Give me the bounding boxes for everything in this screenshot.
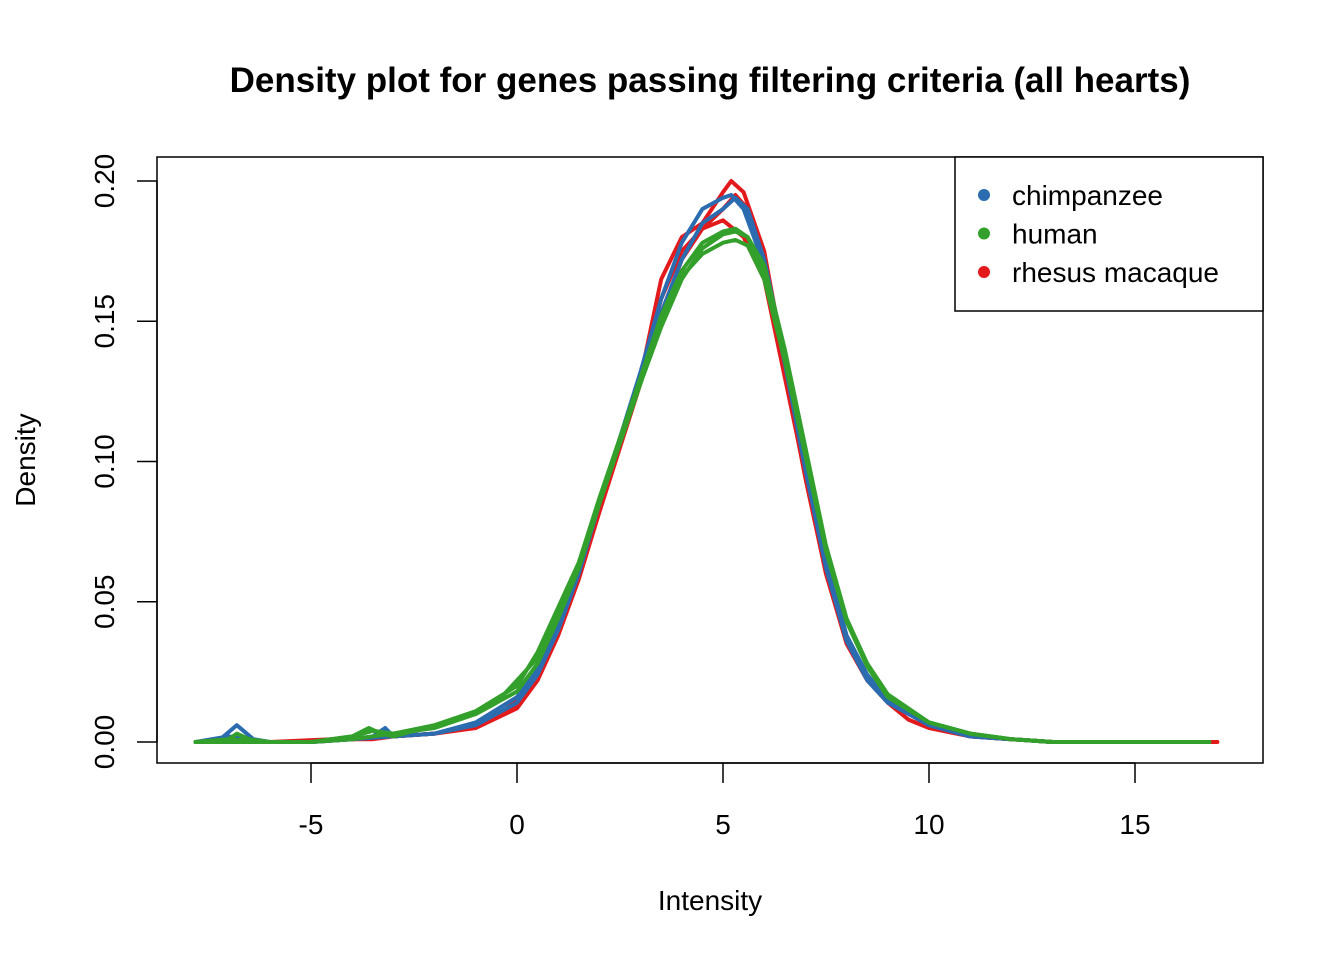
density-line-chimpanzee-4 xyxy=(193,195,1212,744)
density-line-human-7 xyxy=(193,237,1212,744)
y-tick-label: 0.20 xyxy=(89,154,120,209)
y-tick-label: 0.10 xyxy=(89,434,120,489)
legend-box xyxy=(954,156,1264,312)
y-tick-label: 0.05 xyxy=(89,575,120,630)
y-tick-label: 0.15 xyxy=(89,294,120,349)
chart-title: Density plot for genes passing filtering… xyxy=(230,61,1191,100)
x-axis-label: Intensity xyxy=(658,885,762,916)
x-tick-label: -5 xyxy=(299,809,324,840)
legend-label-rhesus-macaque: rhesus macaque xyxy=(1012,257,1219,288)
legend-marker-rhesus-macaque xyxy=(978,266,990,278)
legend-label-chimpanzee: chimpanzee xyxy=(1012,180,1163,211)
legend: chimpanzee human rhesus macaque xyxy=(954,156,1264,312)
x-tick-label: 5 xyxy=(715,809,731,840)
x-axis: -5 0 5 10 15 xyxy=(299,762,1151,840)
y-axis-label: Density xyxy=(10,413,41,506)
x-tick-label: 15 xyxy=(1119,809,1150,840)
x-tick-label: 0 xyxy=(509,809,525,840)
legend-label-human: human xyxy=(1012,219,1098,250)
x-tick-label: 10 xyxy=(913,809,944,840)
legend-marker-chimpanzee xyxy=(978,189,990,201)
y-axis: 0.00 0.05 0.10 0.15 0.20 xyxy=(89,154,158,770)
y-tick-label: 0.00 xyxy=(89,715,120,770)
series-layer xyxy=(193,179,1220,744)
legend-marker-human xyxy=(978,227,990,240)
